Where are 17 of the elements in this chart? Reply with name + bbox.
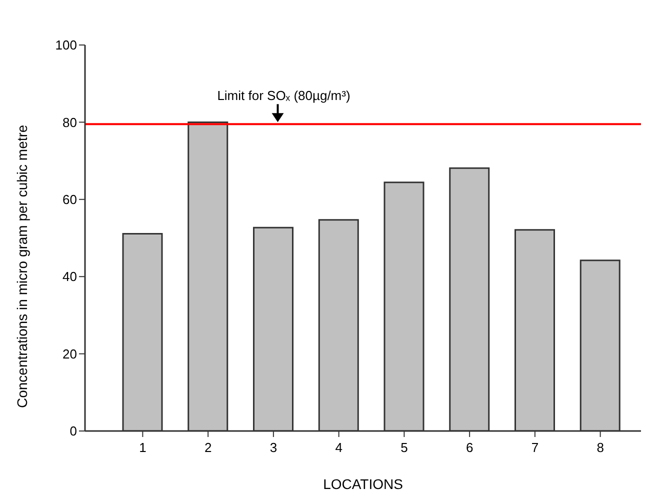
y-tick-label: 40 bbox=[62, 269, 77, 284]
ref-line-label: Limit for SOₓ (80µg/m³) bbox=[217, 88, 350, 104]
x-tick-label: 8 bbox=[596, 440, 604, 456]
x-tick-label: 6 bbox=[466, 440, 474, 456]
y-tick-label: 100 bbox=[55, 38, 77, 53]
y-tick-label: 60 bbox=[62, 192, 77, 208]
x-tick-label: 4 bbox=[335, 440, 342, 456]
y-tick-label: 80 bbox=[62, 114, 77, 130]
x-tick-label: 3 bbox=[270, 440, 278, 456]
y-tick-label: 20 bbox=[62, 346, 77, 362]
x-tick-label: 1 bbox=[139, 440, 146, 456]
x-tick-label: 2 bbox=[204, 440, 212, 456]
x-tick-label: 7 bbox=[531, 440, 539, 456]
y-axis-title: Concentrations in micro gram per cubic metre bbox=[14, 124, 30, 408]
y-tick-label: 0 bbox=[70, 424, 77, 439]
x-tick-label: 5 bbox=[400, 440, 408, 456]
x-axis-title: LOCATIONS bbox=[323, 476, 403, 492]
